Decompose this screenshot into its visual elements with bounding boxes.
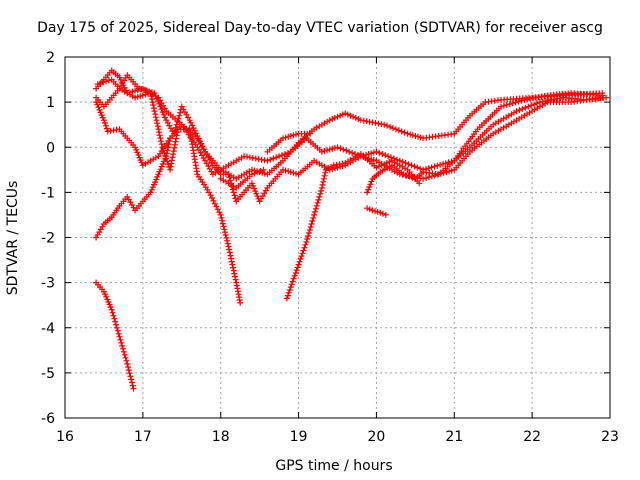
data-point-markers: [93, 85, 244, 306]
data-point-markers: [364, 205, 389, 218]
data-point-markers: [217, 166, 267, 191]
data-markers: [93, 67, 610, 392]
plot-frame: [64, 56, 611, 419]
x-tick-label: 21: [445, 429, 463, 445]
series-arc-9: [364, 205, 389, 218]
x-axis-label: GPS time / hours: [275, 458, 392, 474]
series-arc-5: [94, 72, 606, 182]
y-tick-label: -2: [41, 231, 55, 247]
x-tick-label: 19: [290, 429, 308, 445]
x-tick-label: 20: [368, 429, 386, 445]
data-point-markers: [283, 151, 423, 302]
y-tick-label: -1: [41, 185, 55, 201]
x-tick-label: 23: [601, 429, 619, 445]
data-point-markers: [364, 94, 610, 196]
y-tick-label: -5: [41, 366, 55, 382]
grid: [64, 56, 611, 419]
x-tick-label: 17: [134, 429, 152, 445]
data-point-markers: [264, 130, 314, 155]
y-tick-label: -4: [41, 321, 55, 337]
data-point-markers: [94, 72, 606, 182]
chart-title: Day 175 of 2025, Sidereal Day-to-day VTE…: [37, 20, 603, 36]
x-tick-label: 16: [56, 429, 74, 445]
data-point-markers: [93, 279, 137, 392]
y-axis-label: SDTVAR / TECUs: [5, 181, 21, 296]
series-arc-8: [364, 94, 610, 196]
series-arc-6: [93, 85, 244, 306]
series-arc-7: [283, 151, 423, 302]
x-tick-label: 22: [523, 429, 541, 445]
y-tick-label: 1: [46, 95, 55, 111]
x-tick-label: 18: [212, 429, 230, 445]
tick-labels: 16 17 18 19 20 21 22 23 -6 -5 -4 -3 -2 -1 0 1 2: [41, 50, 619, 445]
y-tick-label: -6: [41, 411, 55, 427]
series-arc-1: [93, 279, 137, 392]
y-tick-label: -3: [41, 276, 55, 292]
series-arc-11: [217, 166, 267, 191]
series-arc-10: [264, 130, 314, 155]
y-tick-label: 2: [46, 50, 55, 66]
y-tick-label: 0: [46, 140, 55, 156]
